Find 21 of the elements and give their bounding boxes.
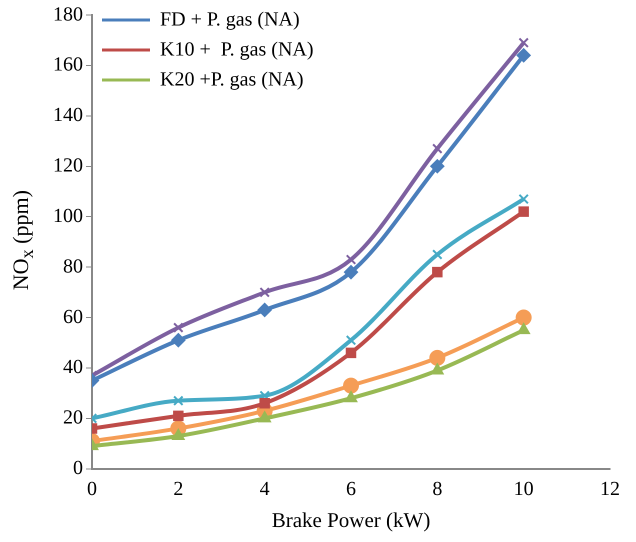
- legend-label: FD + P. gas (NA): [160, 8, 300, 30]
- x-tick-label: 4: [260, 478, 270, 500]
- x-tick-label: 10: [514, 478, 534, 500]
- legend-label: K20 +P. gas (NA): [160, 68, 304, 90]
- y-tick-label: 20: [63, 406, 83, 429]
- legend-label: K10 + P. gas (NA): [160, 38, 314, 60]
- y-tick-label: 100: [53, 204, 83, 227]
- x-tick-label: 2: [173, 478, 184, 500]
- y-tick-label: 60: [63, 306, 83, 328]
- y-tick-label: 0: [73, 457, 83, 480]
- y-tick-label: 180: [53, 3, 83, 26]
- x-axis-title: Brake Power (kW): [272, 508, 430, 532]
- y-tick-label: 160: [53, 54, 83, 76]
- x-tick-label: 8: [432, 478, 442, 500]
- y-tick-label: 120: [53, 154, 83, 177]
- y-tick-label: 140: [53, 104, 83, 126]
- y-tick-label: 40: [63, 356, 83, 378]
- x-tick-label: 6: [346, 478, 356, 500]
- x-tick-label: 12: [600, 478, 620, 500]
- x-tick-label: 0: [87, 478, 97, 500]
- y-tick-label: 80: [63, 255, 83, 278]
